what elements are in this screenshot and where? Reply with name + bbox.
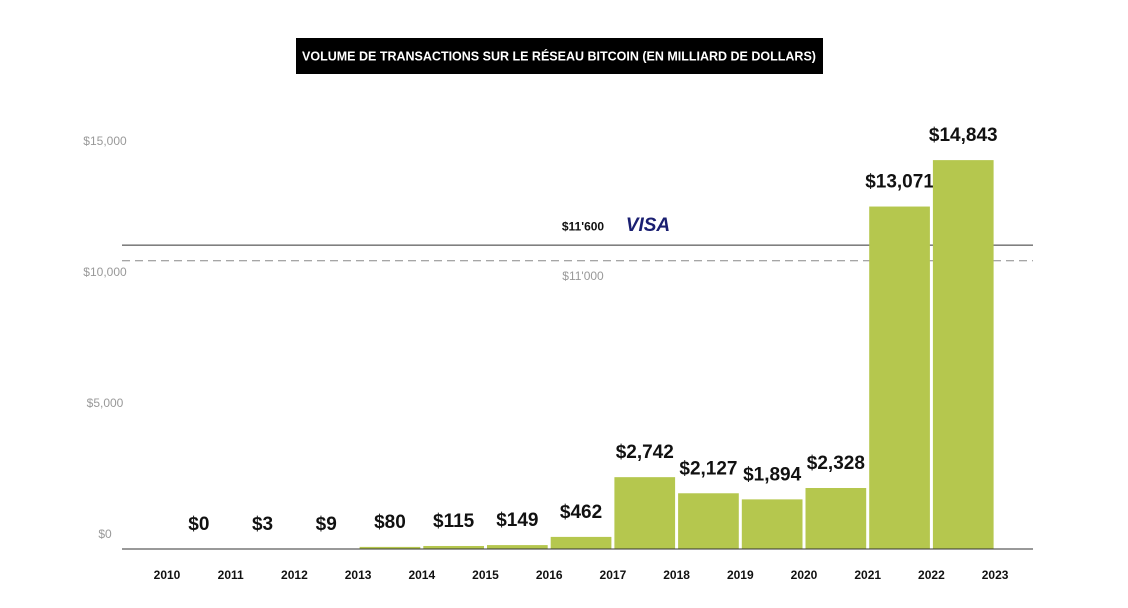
y-tick-label: $5,000 (87, 396, 124, 410)
data-label: $0 (188, 514, 209, 535)
bar (932, 160, 994, 549)
bar (423, 545, 484, 549)
x-tick-label: 2013 (345, 568, 372, 582)
data-label: $2,742 (616, 442, 674, 463)
title-box (296, 38, 823, 74)
data-label: $13,071 (865, 172, 934, 193)
data-label: $1,894 (743, 464, 802, 485)
x-tick-label: 2020 (791, 568, 818, 582)
data-label: $80 (374, 512, 406, 533)
chart-title: VOLUME DE TRANSACTIONS SUR LE RÉSEAU BIT… (302, 48, 816, 63)
x-tick-label: 2012 (281, 568, 308, 582)
reference-label: $11'000 (562, 269, 604, 283)
bar (359, 546, 421, 549)
data-label: $2,127 (679, 458, 737, 479)
y-tick-label: $0 (98, 527, 112, 541)
x-tick-label: 2010 (154, 568, 181, 582)
bar (678, 493, 739, 549)
data-label: $9 (316, 514, 337, 535)
data-label: $2,328 (807, 453, 865, 474)
x-tick-label: 2021 (854, 568, 881, 582)
data-label: $149 (496, 510, 538, 531)
data-label: $115 (433, 511, 475, 532)
x-tick-label: 2017 (600, 568, 627, 582)
x-tick-label: 2016 (536, 568, 563, 582)
x-tick-label: 2015 (472, 568, 499, 582)
bar (805, 488, 867, 549)
data-label: $462 (560, 502, 602, 523)
x-tick-label: 2014 (408, 568, 435, 582)
reference-label: $11'600 (562, 219, 605, 233)
x-tick-label: 2019 (727, 568, 754, 582)
brand-logo: VISA (626, 215, 670, 236)
y-tick-label: $15,000 (83, 134, 127, 148)
x-tick-label: 2022 (918, 568, 945, 582)
x-tick-label: 2018 (663, 568, 690, 582)
bar (869, 206, 930, 549)
data-label: $3 (252, 514, 273, 535)
data-label: $14,843 (929, 125, 998, 146)
bar (614, 477, 676, 549)
x-tick-label: 2011 (218, 568, 244, 582)
bar (550, 536, 612, 549)
bar (487, 545, 548, 549)
x-tick-label: 2023 (982, 568, 1009, 582)
bar (741, 499, 803, 549)
y-tick-label: $10,000 (83, 265, 127, 279)
